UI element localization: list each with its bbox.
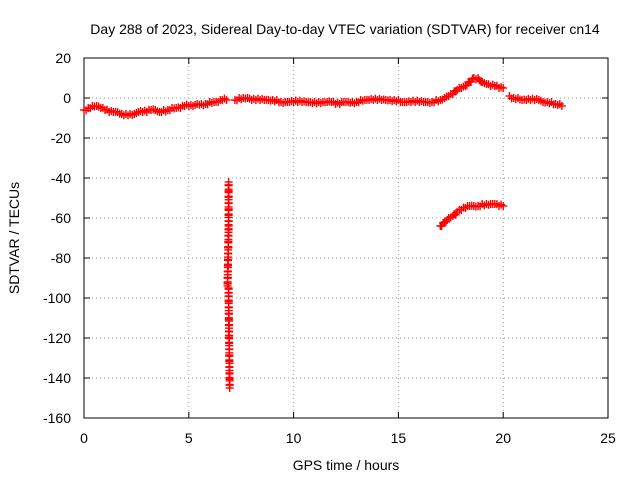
y-tick-label: -160 bbox=[43, 410, 71, 426]
x-axis-label: GPS time / hours bbox=[293, 457, 400, 473]
x-tick-label: 5 bbox=[185, 430, 193, 446]
data-point bbox=[545, 99, 554, 108]
y-tick-label: -100 bbox=[43, 290, 71, 306]
y-tick-label: -20 bbox=[51, 130, 71, 146]
data-point bbox=[225, 384, 234, 392]
data-point bbox=[499, 84, 508, 92]
x-tick-label: 0 bbox=[80, 430, 88, 446]
x-tick-label: 20 bbox=[495, 430, 511, 446]
data-point bbox=[444, 92, 453, 100]
data-point bbox=[207, 98, 216, 107]
data-point bbox=[499, 202, 508, 210]
data-point bbox=[451, 87, 460, 96]
data-point bbox=[555, 100, 564, 108]
data-point bbox=[497, 83, 506, 92]
x-tick-label: 15 bbox=[391, 430, 407, 446]
data-point bbox=[497, 200, 506, 209]
data-point bbox=[258, 94, 267, 103]
y-tick-label: -80 bbox=[51, 250, 71, 266]
data-point bbox=[132, 108, 141, 117]
y-tick-label: 20 bbox=[55, 50, 71, 66]
data-point bbox=[151, 106, 160, 114]
y-axis-label: SDTVAR / TECUs bbox=[6, 182, 22, 294]
tick-labels: 0 5 10 15 20 25 -160 -140 -120 -100 -80 -60 -40 -20 0 2… bbox=[43, 50, 616, 446]
y-tick-label: 0 bbox=[63, 90, 71, 106]
data-point bbox=[513, 94, 522, 102]
y-tick-label: -140 bbox=[43, 370, 71, 386]
y-tick-label: -40 bbox=[51, 170, 71, 186]
data-point bbox=[461, 82, 470, 90]
data-point bbox=[188, 102, 197, 110]
chart-title: Day 288 of 2023, Sidereal Day-to-day VTE… bbox=[90, 21, 600, 37]
data-point bbox=[107, 106, 116, 115]
data-point bbox=[484, 200, 493, 209]
data-point bbox=[153, 107, 162, 116]
x-tick-label: 10 bbox=[286, 430, 302, 446]
data-point bbox=[316, 99, 325, 108]
data-point bbox=[237, 95, 246, 104]
data-point bbox=[222, 96, 231, 104]
y-tick-label: -60 bbox=[51, 210, 71, 226]
data-point bbox=[270, 97, 279, 106]
data-points bbox=[80, 74, 566, 392]
data-point bbox=[536, 96, 545, 105]
plot-area-border bbox=[83, 57, 609, 419]
data-point bbox=[358, 96, 367, 105]
axis-ticks bbox=[83, 57, 609, 419]
data-point bbox=[557, 102, 566, 110]
x-tick-label: 25 bbox=[600, 430, 616, 446]
y-tick-label: -120 bbox=[43, 330, 71, 346]
